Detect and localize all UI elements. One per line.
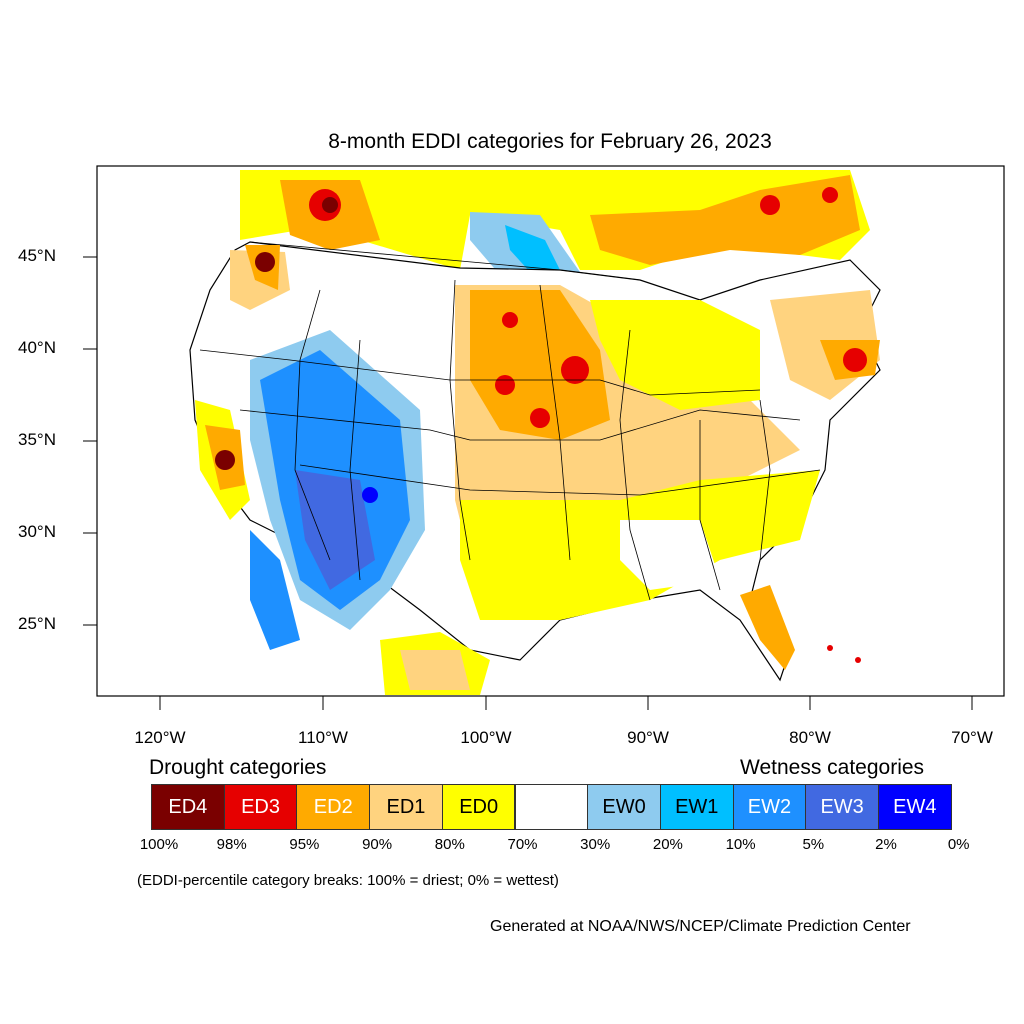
legend-swatch-ew3: EW3	[805, 784, 879, 830]
break-label: 80%	[434, 836, 465, 853]
lat-label-35: 35°N	[18, 430, 56, 449]
break-label: 98%	[216, 836, 247, 853]
drought-categories-heading: Drought categories	[149, 756, 327, 779]
break-label: 30%	[580, 836, 611, 853]
lat-label-25: 25°N	[18, 614, 56, 633]
lat-label-45: 45°N	[18, 246, 56, 265]
legend-swatch-neutral	[514, 784, 589, 830]
wetness-categories-heading: Wetness categories	[740, 756, 925, 779]
lat-label-30: 30°N	[18, 522, 56, 541]
lon-label-70w: 70°W	[951, 728, 993, 747]
legend-swatch-ew1: EW1	[659, 784, 734, 830]
legend-swatch-ew4: EW4	[878, 784, 952, 830]
break-label: 100%	[139, 836, 179, 853]
legend-swatch-ed4: ED4	[151, 784, 225, 830]
legend-swatch-ed1: ED1	[369, 784, 443, 830]
legend-swatch-ed2: ED2	[296, 784, 371, 830]
break-label: 90%	[362, 836, 393, 853]
canada-wet-core	[505, 225, 560, 272]
break-label: 10%	[725, 836, 756, 853]
lon-label-90w: 90°W	[627, 728, 669, 747]
canada-ed2-east	[590, 175, 860, 265]
break-label: 0%	[947, 836, 970, 853]
legend-swatch-ew0: EW0	[587, 784, 661, 830]
break-label: 5%	[802, 836, 825, 853]
legend-swatch-ed0: ED0	[441, 784, 516, 830]
break-label: 70%	[507, 836, 538, 853]
lon-label-110w: 110°W	[298, 728, 348, 747]
legend-swatch-ed3: ED3	[223, 784, 298, 830]
lon-label-80w: 80°W	[789, 728, 831, 747]
lat-label-40: 40°N	[18, 338, 56, 357]
map-title: 8-month EDDI categories for February 26,…	[328, 130, 772, 153]
lon-label-100w: 100°W	[460, 728, 512, 747]
category-note: (EDDI-percentile category breaks: 100% =…	[137, 872, 559, 889]
lon-label-120w: 120°W	[134, 728, 186, 747]
credit-line: Generated at NOAA/NWS/NCEP/Climate Predi…	[490, 918, 911, 935]
break-label: 95%	[289, 836, 320, 853]
break-label: 2%	[875, 836, 897, 853]
legend-swatch-ew2: EW2	[732, 784, 807, 830]
break-label: 20%	[652, 836, 683, 853]
